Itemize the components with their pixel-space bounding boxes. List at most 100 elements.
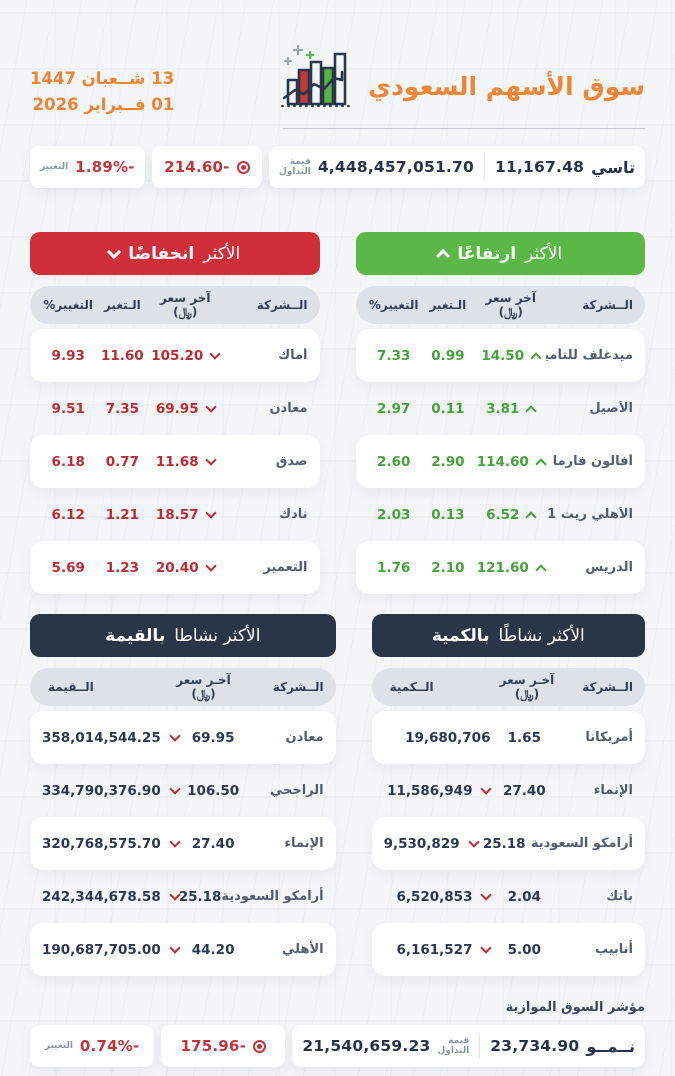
traded-value: 242,344,678.58 [42,888,161,905]
company-name: أمريكانا [585,730,633,745]
date-hijri: 13 شــعبان 1447 [30,69,175,88]
arrow-down-icon [169,729,181,742]
losers-title-light: الأكثر [203,243,241,264]
table-row: نادك 18.57 1.21 6.12 [30,488,320,541]
change: 1.21 [105,506,139,523]
company-name: أماك [278,348,308,363]
company-name: الإنماء [593,783,633,798]
last-price: 69.95 [155,400,199,417]
table-row: الراجحي 106.50 334,790,376.90 [30,764,336,817]
arrow-down-icon [204,559,217,572]
col-change: الـتغير [429,298,467,312]
arrow-down-icon [169,782,181,795]
company-name: الدريس [585,560,633,575]
col-last-price: آخر سعر (﷼) [485,290,536,319]
last-price: 6.52 [486,506,520,523]
date-block: 13 شــعبان 1447 01 فــبراير 2026 [30,44,174,117]
last-price: 105.20 [151,347,204,364]
title-divider [283,128,645,129]
nomu-change-card: -175.96 [161,1025,286,1067]
company-name: أفالون فارما [552,454,633,469]
last-price: 114.60 [476,453,529,470]
value-title-light: الأكثر نشاطا [174,625,261,646]
arrow-up-icon [535,564,547,576]
quantity: 19,680,706 [405,729,491,746]
gainers-header[interactable]: الأكثر ارتفاعًا [355,232,645,275]
volume-title-bold: بالكمية [431,625,490,646]
col-company: الــشركة [582,298,633,312]
tasi-index-name: تاسي [591,157,635,177]
company-name: الراجحي [269,783,324,798]
volume-title-light: الأكثر نشاطًا [498,625,585,646]
last-price: 25.18 [482,835,526,852]
table-row: الإنماء 27.40 11,586,949 [372,764,645,817]
traded-value: 320,768,575.70 [42,835,161,852]
change-pct: 2.97 [377,400,411,417]
gainers-column-headers: الــشركة آخر سعر (﷼) الـتغير التغيير% [355,286,645,324]
tasi-change-value: -214.60 [164,158,230,176]
quantity: 6,520,853 [396,888,473,905]
last-price: 1.65 [507,729,541,746]
traded-value: 334,790,376.90 [42,782,161,799]
chevron-down-icon [107,244,122,259]
losers-title-bold: انخفاضًا [128,243,195,264]
arrow-down-icon [169,888,181,901]
col-company: الــشركة [272,680,324,694]
table-row: أنابيب 5.00 6,161,527 [371,923,645,976]
company-name: الأصيل [589,401,633,416]
last-price: 27.40 [502,782,546,799]
stock-chart-logo-icon [280,44,354,116]
table-row: معادن 69.95 7.35 9.51 [30,382,320,435]
table-row: أفالون فارما 114.60 2.90 2.60 [355,435,645,488]
arrow-down-icon [204,400,217,413]
change-pct: 1.76 [377,559,411,576]
traded-value: 190,687,705.00 [42,941,161,958]
table-row: الأهلي 44.20 190,687,705.00 [30,923,336,976]
last-price: 44.20 [191,941,235,958]
company-name: ميدغلف للتأمين [546,348,633,363]
last-price: 106.50 [187,782,240,799]
tasi-index-cell: تاسي 11,167.48 [485,158,645,177]
last-price: 20.40 [155,559,199,576]
record-dot-icon [253,1039,267,1053]
change-pct: 7.33 [377,347,411,364]
last-price: 5.00 [507,941,541,958]
record-dot-icon [236,160,250,174]
table-row: باتك 2.04 6,520,853 [372,870,645,923]
company-name: أنابيب [594,942,633,957]
col-quantity: الــكمية [389,680,434,694]
gainers-title-light: الأكثر [525,243,563,264]
arrow-down-icon [169,941,181,954]
page-title: سوق الأسهم السعودي [368,72,645,101]
most-active-panels: الأكثر نشاطًا بالكمية الــشركة آخـر سعر … [30,614,645,976]
nomu-index-bar: نــمــو 23,734.90 قيمة التداول 21,540,65… [29,1025,645,1067]
gainers-title-bold: ارتفاعًا [457,243,517,264]
tasi-index-value: 11,167.48 [494,158,585,176]
nomu-index-value: 23,734.90 [490,1037,580,1055]
table-row: الأهلي ريت 1 6.52 0.13 2.03 [356,488,646,541]
change: 2.10 [431,559,465,576]
traded-value: 358,014,544.25 [42,729,161,746]
last-price: 25.18 [178,888,222,905]
change: 0.99 [431,347,465,364]
change: 11.60 [101,347,144,364]
change: 7.35 [105,400,139,417]
nomu-change-value: -175.96 [180,1037,247,1055]
company-name: باتك [606,889,633,904]
losers-header[interactable]: الأكثر انخفاضًا [30,232,320,275]
tasi-change-pct: -1.89% [75,158,135,176]
nomu-turnover-cell: قيمة التداول 21,540,659.23 [292,1036,479,1056]
tasi-change-label: التغيير [40,162,69,172]
nomu-change-pct-card: -0.74% التغيير [29,1025,155,1067]
change-pct: 2.60 [377,453,411,470]
tasi-main-card: تاسي 11,167.48 4,448,457,051.70 قيمة الت… [268,146,645,188]
company-name: نادك [279,507,308,522]
last-price: 27.40 [191,835,235,852]
table-row: ميدغلف للتأمين 14.50 0.99 7.33 [355,329,645,382]
col-value: الــقيمة [48,680,94,694]
arrow-down-icon [169,835,181,848]
company-name: الأهلي ريت 1 [547,507,633,522]
last-price: 14.50 [481,347,525,364]
table-row: الإنماء 27.40 320,768,575.70 [30,817,336,870]
